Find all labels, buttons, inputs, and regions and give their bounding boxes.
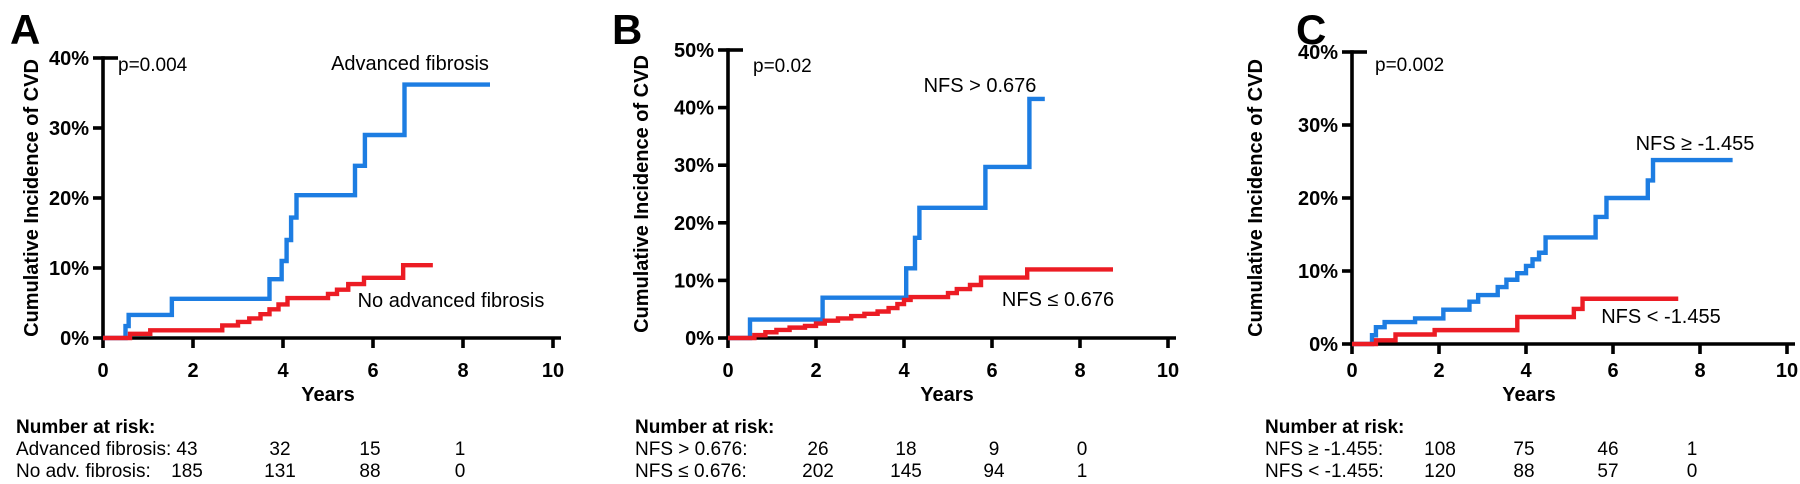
- at-risk-value: 94: [983, 461, 1005, 482]
- at-risk-value: 1: [1687, 439, 1698, 460]
- at-risk-value: 202: [802, 461, 834, 482]
- red-survival-curve: [728, 267, 1113, 341]
- at-risk-row-label: NFS > 0.676:: [635, 439, 747, 460]
- y-tick-label: 30%: [674, 155, 714, 177]
- number-at-risk-header: Number at risk:: [635, 417, 774, 438]
- y-tick-label: 30%: [49, 118, 89, 140]
- at-risk-value: 46: [1597, 439, 1618, 460]
- y-tick-label: 20%: [49, 188, 89, 210]
- blue-survival-curve: [728, 96, 1045, 341]
- x-axis-title: Years: [1502, 384, 1555, 406]
- at-risk-value: 108: [1424, 439, 1456, 460]
- at-risk-value: 43: [176, 439, 197, 460]
- y-tick-label: 0%: [60, 328, 89, 350]
- x-tick-label: 6: [1607, 360, 1618, 382]
- at-risk-value: 18: [895, 439, 916, 460]
- y-tick-label: 10%: [1298, 261, 1338, 283]
- at-risk-value: 145: [890, 461, 922, 482]
- at-risk-value: 57: [1597, 461, 1618, 482]
- x-tick-label: 8: [457, 360, 468, 382]
- x-tick-label: 4: [277, 360, 289, 382]
- panel-letter: C: [1296, 6, 1326, 53]
- x-tick-label: 2: [187, 360, 198, 382]
- curve-label: NFS ≥ -1.455: [1636, 133, 1755, 155]
- x-tick-label: 10: [542, 360, 564, 382]
- at-risk-value: 1: [1077, 461, 1088, 482]
- y-tick-label: 20%: [674, 213, 714, 235]
- panel-letter: B: [612, 6, 642, 53]
- at-risk-value: 1: [455, 439, 466, 460]
- x-tick-label: 6: [986, 360, 997, 382]
- y-axis-title: Cumulative Incidence of CVD: [21, 59, 43, 337]
- y-tick-label: 50%: [674, 40, 714, 62]
- x-axis-title: Years: [920, 384, 973, 406]
- at-risk-value: 15: [359, 439, 380, 460]
- at-risk-value: 26: [807, 439, 828, 460]
- y-axis-title: Cumulative Incidence of CVD: [1245, 59, 1267, 337]
- x-tick-label: 4: [1520, 360, 1532, 382]
- blue-survival-curve: [1352, 157, 1733, 347]
- y-tick-label: 10%: [49, 258, 89, 280]
- x-tick-label: 0: [97, 360, 108, 382]
- x-tick-label: 6: [367, 360, 378, 382]
- y-tick-label: 20%: [1298, 188, 1338, 210]
- y-tick-label: 40%: [1298, 42, 1338, 64]
- at-risk-value: 32: [269, 439, 290, 460]
- at-risk-value: 131: [264, 461, 296, 482]
- number-at-risk-header: Number at risk:: [16, 417, 155, 438]
- at-risk-row-label: NFS ≤ 0.676:: [635, 461, 747, 482]
- x-tick-label: 2: [1433, 360, 1444, 382]
- red-survival-curve: [103, 263, 433, 341]
- p-value-label: p=0.02: [753, 56, 812, 77]
- y-tick-label: 10%: [674, 270, 714, 292]
- p-value-label: p=0.004: [118, 55, 188, 76]
- curve-label: NFS > 0.676: [924, 75, 1037, 97]
- y-tick-label: 0%: [1309, 334, 1338, 356]
- at-risk-value: 88: [1513, 461, 1534, 482]
- at-risk-row-label: No adv. fibrosis:: [16, 461, 151, 482]
- at-risk-row-label: Advanced fibrosis:: [16, 439, 171, 460]
- curve-label: NFS ≤ 0.676: [1002, 289, 1114, 311]
- at-risk-value: 75: [1513, 439, 1534, 460]
- blue-survival-curve: [103, 82, 490, 341]
- x-axis-title: Years: [301, 384, 354, 406]
- p-value-label: p=0.002: [1375, 55, 1444, 76]
- y-axis-title: Cumulative Incidence of CVD: [631, 55, 653, 333]
- y-tick-label: 40%: [674, 98, 714, 120]
- at-risk-row-label: NFS ≥ -1.455:: [1265, 439, 1383, 460]
- y-tick-label: 40%: [49, 48, 89, 70]
- at-risk-value: 120: [1424, 461, 1456, 482]
- at-risk-value: 0: [455, 461, 466, 482]
- panel-b-chart: Bp=0.020%10%20%30%40%50%0 2 4 6 8 10YearsCumu…: [612, 6, 1179, 482]
- x-tick-label: 10: [1157, 360, 1179, 382]
- at-risk-row-label: NFS < -1.455:: [1265, 461, 1384, 482]
- x-tick-label: 0: [722, 360, 733, 382]
- at-risk-value: 0: [1077, 439, 1088, 460]
- at-risk-value: 88: [359, 461, 380, 482]
- x-tick-label: 8: [1074, 360, 1085, 382]
- curve-label: No advanced fibrosis: [358, 290, 545, 312]
- number-at-risk-header: Number at risk:: [1265, 417, 1404, 438]
- x-tick-label: 0: [1346, 360, 1357, 382]
- at-risk-value: 185: [171, 461, 203, 482]
- red-survival-curve: [1352, 296, 1679, 347]
- y-tick-label: 0%: [685, 328, 714, 350]
- curve-label: NFS < -1.455: [1601, 306, 1721, 328]
- at-risk-value: 0: [1687, 461, 1698, 482]
- x-tick-label: 4: [898, 360, 910, 382]
- panel-letter: A: [10, 6, 40, 53]
- y-tick-label: 30%: [1298, 115, 1338, 137]
- at-risk-value: 9: [989, 439, 1000, 460]
- x-tick-label: 10: [1776, 360, 1798, 382]
- x-tick-label: 8: [1694, 360, 1705, 382]
- curve-label: Advanced fibrosis: [331, 53, 489, 75]
- x-tick-label: 2: [810, 360, 821, 382]
